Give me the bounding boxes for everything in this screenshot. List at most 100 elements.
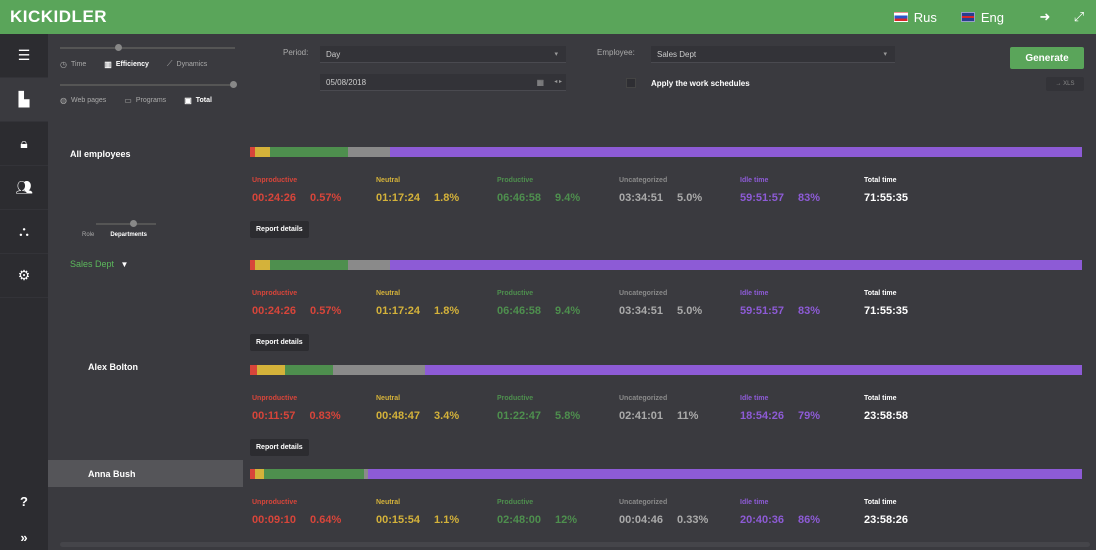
date-arrows-icon[interactable]: ◂ ▸ [554,79,562,85]
group-sales-dept[interactable]: Sales Dept ▼ [70,259,128,269]
stat-value-neutral: 01:17:24 1.8% [376,192,459,204]
lock-icon[interactable]: 🔒︎ [0,122,48,166]
dropdown-caret-icon: ▾ [554,51,558,58]
mode-dynamics[interactable]: ⟋ Dynamics [167,59,207,69]
data-source-slider[interactable] [60,81,237,88]
stat-header-uncategorized: Uncategorized [619,177,668,184]
report-type-options: ◷ Time ▥ Efficiency ⟋ Dynamics [60,59,225,69]
stat-percent: 5.8% [555,410,581,422]
mode-web-pages[interactable]: ◍ Web pages [60,96,106,105]
period-label: Period: [283,48,309,57]
bar-segment-productive [269,260,349,270]
bar-segment-uncategorized [348,260,390,270]
left-panel: ◷ Time ▥ Efficiency ⟋ Dynamics ◍ Web pages ▭… [48,34,243,550]
report-type-slider-knob[interactable] [115,44,122,51]
stat-time: 01:22:47 [497,410,542,422]
stat-total: Total time 23:58:58 [864,395,908,422]
row-name-anna-bush[interactable]: Anna Bush [48,460,243,487]
stat-header-productive: Productive [497,499,534,506]
stat-header-unproductive: Unproductive [252,177,298,184]
stat-header-total: Total time [864,177,897,184]
alex-bolton-label: Alex Bolton [88,361,139,372]
generate-button[interactable]: Generate [1010,47,1084,69]
lang-en-button[interactable]: Eng [960,10,1004,25]
export-xls-button[interactable]: → XLS [1046,77,1084,91]
stat-time: 00:24:26 [252,305,297,317]
stat-header-unproductive: Unproductive [252,290,298,297]
chart-icon[interactable]: ▙ [0,78,48,122]
stat-time: 02:48:00 [497,514,542,526]
period-select[interactable]: Day ▾ [320,46,566,63]
bar-segment-idle [368,469,1082,479]
bar-segment-neutral [254,260,270,270]
grouping-slider-knob[interactable] [130,220,137,227]
grouping-departments[interactable]: Departments [110,232,148,238]
stat-percent: 1.1% [434,514,460,526]
stat-value-uncategorized: 03:34:51 5.0% [619,192,702,204]
expand-icon[interactable]: » [20,530,28,545]
report-details-button[interactable]: Report details [250,221,309,238]
stat-value-productive: 01:22:47 5.8% [497,410,580,422]
stat-header-neutral: Neutral [376,290,401,297]
date-input[interactable]: 05/08/2018 ▦ ◂ ▸ [320,74,566,91]
stat-percent: 11% [677,410,699,422]
stat-time: 06:46:58 [497,192,542,204]
users-icon[interactable]: 👥︎ [0,166,48,210]
stat-value-neutral: 00:15:54 1.1% [376,514,459,526]
stat-percent: 0.64% [310,514,342,526]
report-type-slider[interactable] [60,44,235,51]
stat-unproductive: Unproductive 00:24:26 0.57% [252,177,341,204]
bar-segment-productive [285,365,334,375]
bar-segment-neutral [254,147,270,157]
list-icon[interactable]: ☰ [0,34,48,78]
fullscreen-icon[interactable]: ⤢ [1073,9,1085,24]
anna-bush-label: Anna Bush [88,468,136,479]
stat-productive: Productive 06:46:58 9.4% [497,290,580,317]
bar-segment-unproductive [250,469,256,479]
stat-value-total: 71:55:35 [864,305,909,317]
stat-value-productive: 06:46:58 9.4% [497,305,580,317]
stat-percent: 5.0% [677,192,703,204]
mode-programs-label: Programs [135,97,167,104]
bar-segment-productive [269,147,349,157]
calendar-icon[interactable]: ▦ [536,78,544,87]
bar-chart-icon: ▥ [104,59,112,69]
employee-select[interactable]: Sales Dept ▾ [651,46,895,63]
grouping-slider[interactable] [96,220,156,227]
stat-time: 00:11:57 [252,410,296,422]
hierarchy-icon[interactable]: ⛬ [0,210,48,254]
stat-header-total: Total time [864,290,897,297]
stat-header-idle: Idle time [740,395,769,402]
stat-neutral: Neutral 01:17:24 1.8% [376,177,459,204]
stat-header-total: Total time [864,499,897,506]
data-source-slider-knob[interactable] [230,81,237,88]
stat-header-productive: Productive [497,177,534,184]
logout-icon[interactable]: ➜ [1039,9,1051,24]
work-schedules-checkbox[interactable] [626,78,636,88]
stat-time: 00:15:54 [376,514,421,526]
grouping-role[interactable]: Role [82,232,95,238]
stat-value-uncategorized: 00:04:46 0.33% [619,514,708,526]
report-details-button[interactable]: Report details [250,334,309,351]
stat-unproductive: Unproductive 00:11:57 0.83% [252,395,341,422]
mode-total[interactable]: ▣ Total [184,96,212,105]
bar-segment-idle [389,147,1082,157]
mode-total-label: Total [195,97,212,104]
stat-time: 01:17:24 [376,305,421,317]
help-icon[interactable]: ? [20,494,28,509]
mode-efficiency[interactable]: ▥ Efficiency [104,60,149,69]
bar-segment-neutral [256,365,286,375]
report-details-button[interactable]: Report details [250,439,309,456]
mode-time[interactable]: ◷ Time [60,60,86,69]
lang-ru-button[interactable]: Rus [893,10,937,25]
employee-value: Sales Dept [657,50,697,59]
mode-programs[interactable]: ▭ Programs [124,96,166,105]
horizontal-scrollbar[interactable] [60,542,1090,547]
stat-productive: Productive 01:22:47 5.8% [497,395,580,422]
row-name-alex-bolton[interactable]: Alex Bolton [48,353,243,380]
row-name-all-employees: All employees [48,140,243,167]
stat-header-unproductive: Unproductive [252,499,298,506]
gears-icon[interactable]: ⚙ [0,254,48,298]
mode-time-label: Time [70,60,87,68]
stat-idle: Idle time 18:54:26 79% [740,395,820,422]
